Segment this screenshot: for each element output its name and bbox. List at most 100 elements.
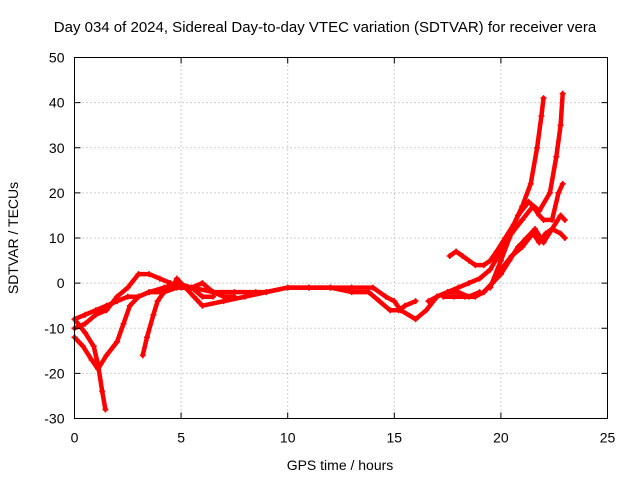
data-point xyxy=(150,311,157,318)
data-point xyxy=(199,280,206,287)
data-point xyxy=(472,293,479,300)
data-point xyxy=(557,230,564,237)
data-point xyxy=(538,113,545,120)
data-point xyxy=(461,293,468,300)
data-point xyxy=(102,406,109,413)
data-point xyxy=(156,275,163,282)
data-point xyxy=(82,311,89,318)
series-line xyxy=(140,276,482,358)
data-point xyxy=(557,212,564,219)
data-point xyxy=(497,271,504,278)
data-point xyxy=(519,216,526,223)
series-sat-6 xyxy=(446,95,547,269)
data-point xyxy=(559,90,566,97)
data-point xyxy=(103,352,110,359)
series-sat-4 xyxy=(71,271,238,332)
data-point xyxy=(90,343,97,350)
data-point xyxy=(549,225,556,232)
y-tick-label: 0 xyxy=(57,275,65,291)
data-point xyxy=(220,298,227,305)
data-point xyxy=(103,307,110,314)
data-point xyxy=(327,284,334,291)
data-point xyxy=(173,275,180,282)
data-point xyxy=(306,284,313,291)
y-tick-label: 40 xyxy=(49,95,65,111)
data-point xyxy=(284,284,291,291)
data-point xyxy=(525,198,532,205)
x-tick-label: 25 xyxy=(600,430,616,446)
data-point xyxy=(126,302,133,309)
data-point xyxy=(559,180,566,187)
data-point xyxy=(188,284,195,291)
x-axis-label: GPS time / hours xyxy=(287,457,394,473)
y-tick-label: 30 xyxy=(49,140,65,156)
data-point xyxy=(369,284,376,291)
data-point xyxy=(412,316,419,323)
data-point xyxy=(433,293,440,300)
data-point xyxy=(80,343,87,350)
y-tick-label: -20 xyxy=(44,365,64,381)
data-point xyxy=(459,253,466,260)
data-point xyxy=(135,293,142,300)
data-point xyxy=(401,302,408,309)
y-tick-label: -30 xyxy=(44,411,64,427)
data-point xyxy=(92,311,99,318)
data-point xyxy=(455,284,462,291)
series-sat-10 xyxy=(480,212,568,296)
data-point xyxy=(82,320,89,327)
data-point xyxy=(561,216,568,223)
data-point xyxy=(242,293,249,300)
data-point xyxy=(391,298,398,305)
data-point xyxy=(561,235,568,241)
data-point xyxy=(425,298,432,305)
data-point xyxy=(450,293,457,300)
data-point xyxy=(540,216,547,223)
data-point xyxy=(190,293,197,300)
y-tick-label: -10 xyxy=(44,320,64,336)
data-point xyxy=(514,212,521,219)
data-point xyxy=(387,307,394,314)
grid xyxy=(74,57,608,419)
series-group xyxy=(71,90,568,413)
y-tick-label: 10 xyxy=(49,230,65,246)
data-point xyxy=(444,289,451,296)
data-point xyxy=(114,293,121,300)
data-point xyxy=(487,257,494,264)
data-point xyxy=(549,216,556,223)
series-line xyxy=(487,91,565,290)
data-point xyxy=(143,334,150,341)
data-point xyxy=(487,266,494,273)
data-point xyxy=(348,284,355,291)
data-point xyxy=(365,289,372,296)
data-point xyxy=(472,262,479,269)
data-point xyxy=(199,302,206,309)
series-sat-5 xyxy=(139,275,483,359)
data-point xyxy=(135,271,142,278)
tick-labels: 0 5 10 15 20 25 -30 -20 -10 0 10 20 30 40 50 xyxy=(44,50,615,446)
data-point xyxy=(440,293,447,300)
data-point xyxy=(146,289,153,296)
data-point xyxy=(557,122,564,129)
x-tick-label: 10 xyxy=(280,430,296,446)
data-point xyxy=(146,271,153,278)
data-point xyxy=(124,293,131,300)
data-point xyxy=(489,280,496,287)
data-point xyxy=(527,180,534,187)
data-point xyxy=(446,253,453,260)
chart-title: Day 034 of 2024, Sidereal Day-to-day VTE… xyxy=(54,19,597,36)
series-line xyxy=(72,271,237,331)
data-point xyxy=(114,338,121,345)
data-point xyxy=(82,329,89,336)
x-tick-label: 20 xyxy=(493,430,509,446)
x-tick-label: 15 xyxy=(387,430,403,446)
data-point xyxy=(412,298,419,305)
data-point xyxy=(555,189,562,196)
data-point xyxy=(99,388,106,395)
data-point xyxy=(514,244,521,251)
data-point xyxy=(210,289,217,296)
data-point xyxy=(523,235,530,241)
data-point xyxy=(154,298,161,305)
data-point xyxy=(382,293,389,300)
data-point xyxy=(465,257,472,264)
